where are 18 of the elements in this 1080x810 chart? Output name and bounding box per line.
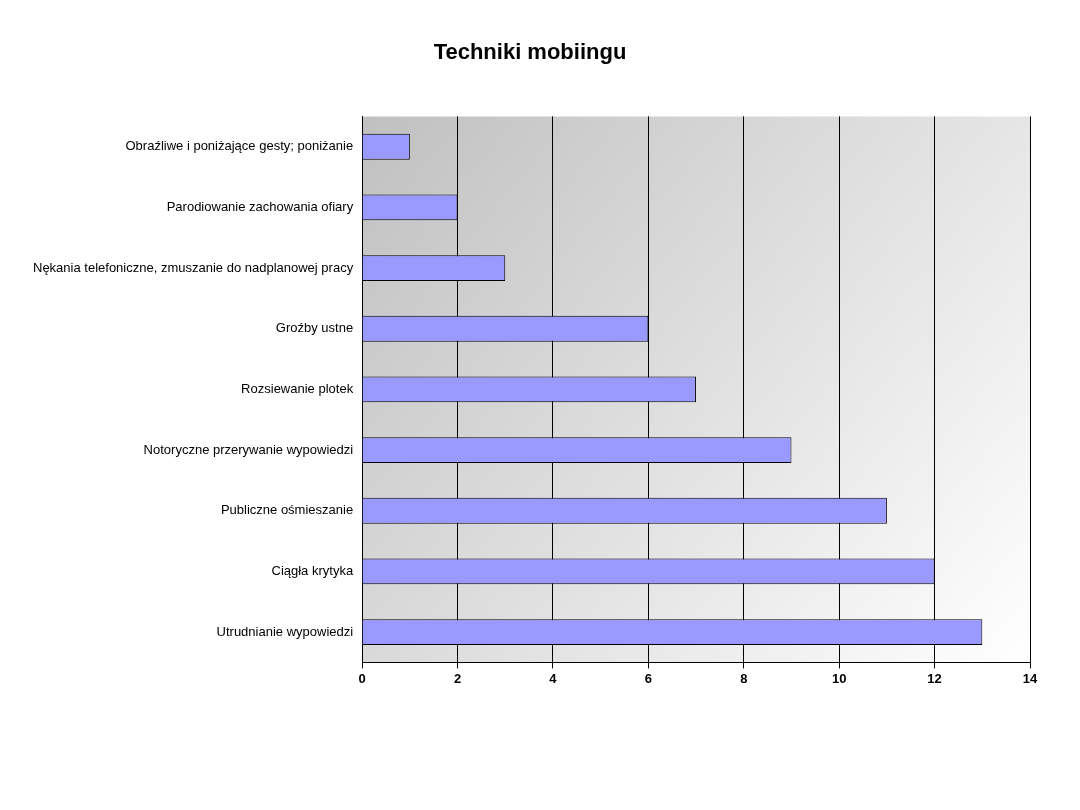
x-tick-label: 14 (1022, 670, 1038, 686)
chart-title: Techniki mobiingu (433, 39, 627, 65)
y-tick-label: Notoryczne przerywanie wypowiedzi (143, 441, 354, 457)
y-tick-label: Obraźliwe i poniżające gesty; poniżanie (125, 138, 354, 154)
y-tick-label: Parodiowanie zachowania ofiary (166, 198, 354, 214)
x-tick-label: 12 (927, 670, 942, 686)
y-tick-label: Nękania telefoniczne, zmuszanie do nadplanowej pracy (33, 259, 354, 275)
x-tick-label: 6 (644, 670, 652, 686)
x-tick-label: 4 (549, 670, 558, 686)
y-tick-label: Publiczne ośmieszanie (220, 502, 354, 518)
x-tick-label: 2 (453, 670, 462, 686)
y-tick-label: Rozsiewanie plotek (241, 380, 354, 396)
y-tick-label: Utrudnianie wypowiedzi (216, 623, 354, 639)
x-tick-label: 8 (740, 670, 748, 686)
x-tick-label: 10 (831, 670, 847, 686)
y-tick-label: Groźby ustne (275, 320, 354, 336)
y-tick-label: Ciągła krytyka (271, 562, 354, 578)
x-tick-label: 0 (358, 670, 366, 686)
